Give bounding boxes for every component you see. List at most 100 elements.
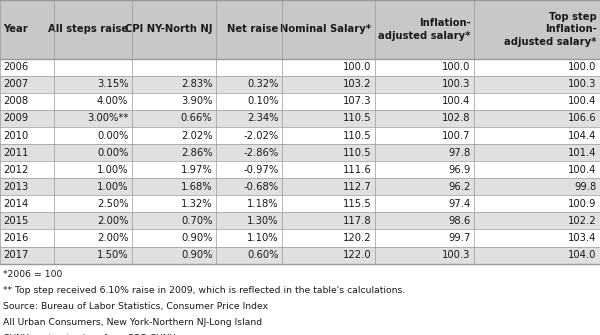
Text: 100.3: 100.3 [568,79,596,89]
Text: 99.7: 99.7 [448,233,470,243]
Text: 1.50%: 1.50% [97,250,128,260]
Text: 1.68%: 1.68% [181,182,212,192]
Text: 100.9: 100.9 [568,199,596,209]
Text: 97.8: 97.8 [448,148,470,157]
Text: 102.8: 102.8 [442,114,470,123]
Text: 111.6: 111.6 [343,165,371,175]
Text: 101.4: 101.4 [568,148,596,157]
Text: 0.00%: 0.00% [97,148,128,157]
Text: -2.02%: -2.02% [243,131,278,140]
Bar [0,247,600,264]
Text: 112.7: 112.7 [343,182,371,192]
Bar [0,59,600,76]
Text: 0.66%: 0.66% [181,114,212,123]
Text: 4.00%: 4.00% [97,96,128,106]
Text: 0.60%: 0.60% [247,250,278,260]
Text: 2008: 2008 [4,96,29,106]
Text: 100.0: 100.0 [442,62,470,72]
Text: 110.5: 110.5 [343,148,371,157]
Text: 3.90%: 3.90% [181,96,212,106]
Text: 2.83%: 2.83% [181,79,212,89]
Text: 104.4: 104.4 [568,131,596,140]
Bar [0,178,600,195]
Text: 1.97%: 1.97% [181,165,212,175]
Text: 103.4: 103.4 [568,233,596,243]
Text: 122.0: 122.0 [343,250,371,260]
Bar [0,0,600,59]
Text: Year: Year [4,24,28,34]
Bar [0,212,600,229]
Text: CUNY contract raises from PSC-CUNY.: CUNY contract raises from PSC-CUNY. [3,334,176,335]
Bar [0,93,600,110]
Text: 0.90%: 0.90% [181,233,212,243]
Text: Inflation-
adjusted salary*: Inflation- adjusted salary* [378,18,470,41]
Text: 103.2: 103.2 [343,79,371,89]
Text: 0.00%: 0.00% [97,131,128,140]
Text: 2006: 2006 [4,62,29,72]
Text: 115.5: 115.5 [343,199,371,209]
Text: 106.6: 106.6 [568,114,596,123]
Text: 100.3: 100.3 [442,79,470,89]
Text: 0.90%: 0.90% [181,250,212,260]
Text: 120.2: 120.2 [343,233,371,243]
Text: 1.18%: 1.18% [247,199,278,209]
Text: 107.3: 107.3 [343,96,371,106]
Text: 96.2: 96.2 [448,182,470,192]
Text: 2015: 2015 [4,216,29,226]
Text: 2009: 2009 [4,114,29,123]
Text: 0.32%: 0.32% [247,79,278,89]
Text: 97.4: 97.4 [448,199,470,209]
Text: Net raise: Net raise [227,24,278,34]
Text: 98.6: 98.6 [448,216,470,226]
Text: ** Top step received 6.10% raise in 2009, which is reflected in the table's calc: ** Top step received 6.10% raise in 2009… [3,286,405,295]
Text: 2007: 2007 [4,79,29,89]
Text: 117.8: 117.8 [343,216,371,226]
Text: 102.2: 102.2 [568,216,596,226]
Text: 1.10%: 1.10% [247,233,278,243]
Text: 96.9: 96.9 [448,165,470,175]
Text: 1.30%: 1.30% [247,216,278,226]
Text: 110.5: 110.5 [343,131,371,140]
Text: 100.0: 100.0 [568,62,596,72]
Text: 100.0: 100.0 [343,62,371,72]
Text: 2013: 2013 [4,182,29,192]
Text: 2017: 2017 [4,250,29,260]
Text: 3.15%: 3.15% [97,79,128,89]
Text: 2012: 2012 [4,165,29,175]
Text: All Urban Consumers, New York-Northern NJ-Long Island: All Urban Consumers, New York-Northern N… [3,318,262,327]
Text: Top step
Inflation-
adjusted salary*: Top step Inflation- adjusted salary* [504,12,596,47]
Text: 1.00%: 1.00% [97,165,128,175]
Bar [0,127,600,144]
Text: 0.70%: 0.70% [181,216,212,226]
Text: 2010: 2010 [4,131,29,140]
Text: Source: Bureau of Labor Statistics, Consumer Price Index: Source: Bureau of Labor Statistics, Cons… [3,302,268,311]
Text: 100.4: 100.4 [442,96,470,106]
Text: -0.68%: -0.68% [243,182,278,192]
Text: -0.97%: -0.97% [243,165,278,175]
Bar [0,195,600,212]
Text: 100.4: 100.4 [568,96,596,106]
Text: 1.32%: 1.32% [181,199,212,209]
Bar [0,144,600,161]
Text: All steps raise: All steps raise [48,24,128,34]
Bar [0,110,600,127]
Text: 100.3: 100.3 [442,250,470,260]
Text: 100.7: 100.7 [442,131,470,140]
Text: 1.00%: 1.00% [97,182,128,192]
Text: 2.50%: 2.50% [97,199,128,209]
Text: 2014: 2014 [4,199,29,209]
Text: 2.00%: 2.00% [97,233,128,243]
Text: 2.86%: 2.86% [181,148,212,157]
Bar [0,76,600,93]
Text: 2011: 2011 [4,148,29,157]
Text: 2.00%: 2.00% [97,216,128,226]
Text: 2016: 2016 [4,233,29,243]
Text: 2.02%: 2.02% [181,131,212,140]
Text: 100.4: 100.4 [568,165,596,175]
Text: 99.8: 99.8 [574,182,596,192]
Text: 2.34%: 2.34% [247,114,278,123]
Text: *2006 = 100: *2006 = 100 [3,270,62,279]
Bar [0,229,600,247]
Text: CPI NY-North NJ: CPI NY-North NJ [125,24,212,34]
Text: Nominal Salary*: Nominal Salary* [280,24,371,34]
